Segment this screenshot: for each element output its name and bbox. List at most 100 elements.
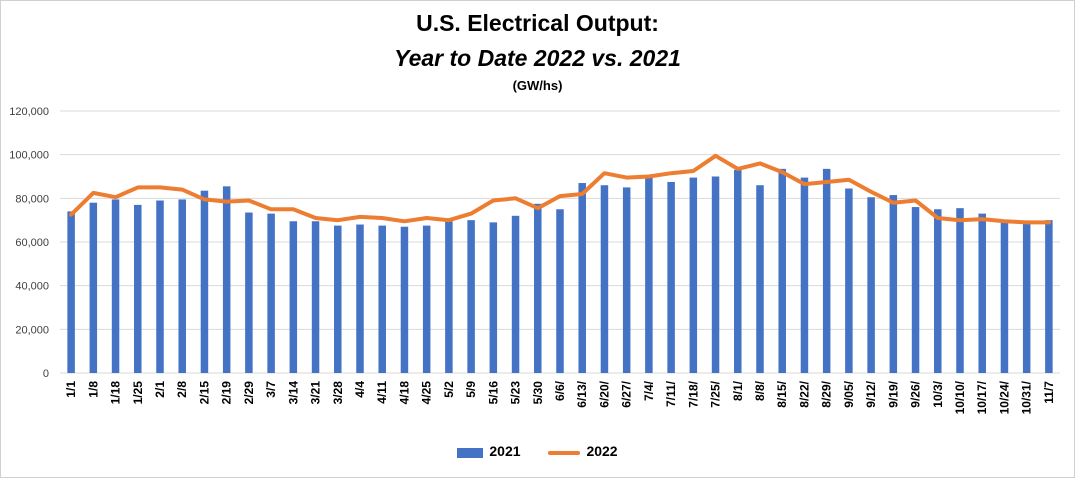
point-2022[interactable]: [714, 154, 718, 158]
point-2022[interactable]: [802, 182, 806, 186]
x-tick-label: 8/8/: [753, 380, 767, 401]
bar-2021[interactable]: [111, 199, 120, 373]
bar-2021[interactable]: [334, 225, 342, 373]
point-2022[interactable]: [558, 194, 562, 198]
x-tick-label: 5/23: [509, 381, 523, 405]
bar-2021[interactable]: [822, 168, 831, 373]
bar-2021[interactable]: [1000, 220, 1009, 373]
point-2022[interactable]: [269, 207, 273, 211]
point-2022[interactable]: [958, 218, 962, 222]
bar-2021[interactable]: [422, 225, 431, 373]
point-2022[interactable]: [425, 216, 429, 220]
legend-item-2021[interactable]: 2021: [457, 443, 521, 460]
point-2022[interactable]: [580, 192, 584, 196]
bar-2021[interactable]: [489, 222, 498, 373]
point-2022[interactable]: [380, 216, 384, 220]
bar-2021[interactable]: [445, 221, 453, 373]
bar-2021[interactable]: [711, 176, 720, 374]
bar-2021[interactable]: [578, 183, 586, 373]
legend-label-2021: 2021: [489, 443, 521, 460]
point-2022[interactable]: [758, 161, 762, 165]
bar-2021[interactable]: [467, 220, 475, 373]
bar-2021[interactable]: [889, 195, 898, 373]
bar-2021[interactable]: [311, 221, 320, 373]
point-2022[interactable]: [691, 169, 695, 173]
point-2022[interactable]: [469, 212, 473, 216]
bar-2021[interactable]: [511, 215, 520, 373]
x-tick-label: 4/4: [353, 381, 367, 398]
bar-2021[interactable]: [222, 186, 231, 373]
point-2022[interactable]: [91, 191, 95, 195]
bar-2021[interactable]: [956, 208, 964, 373]
bar-2021[interactable]: [267, 213, 275, 373]
point-2022[interactable]: [136, 185, 140, 189]
point-2022[interactable]: [825, 180, 829, 184]
bar-2021[interactable]: [178, 199, 186, 373]
point-2022[interactable]: [914, 199, 918, 203]
bar-2021[interactable]: [867, 197, 875, 373]
bar-2021[interactable]: [289, 221, 298, 373]
bar-2021[interactable]: [1045, 220, 1053, 373]
bar-2021[interactable]: [845, 188, 853, 373]
point-2022[interactable]: [69, 213, 73, 217]
bar-2021[interactable]: [800, 177, 809, 373]
bar-2021[interactable]: [911, 207, 920, 373]
bar-2021[interactable]: [400, 226, 409, 373]
bar-2021[interactable]: [134, 204, 142, 373]
point-2022[interactable]: [936, 216, 940, 220]
point-2022[interactable]: [869, 190, 873, 194]
bar-2021[interactable]: [645, 177, 653, 373]
bar-2021[interactable]: [356, 224, 364, 373]
bar-2021[interactable]: [734, 169, 742, 373]
bar-2021[interactable]: [156, 200, 164, 373]
bar-2021[interactable]: [245, 212, 253, 373]
bar-2021[interactable]: [978, 213, 986, 373]
legend-item-2022[interactable]: 2022: [548, 443, 618, 459]
x-tick-label: 10/31/: [1020, 380, 1034, 414]
point-2022[interactable]: [314, 216, 318, 220]
point-2022[interactable]: [202, 197, 206, 201]
point-2022[interactable]: [647, 175, 651, 178]
point-2022[interactable]: [402, 219, 406, 223]
point-2022[interactable]: [1047, 220, 1051, 224]
bar-2021[interactable]: [89, 202, 98, 373]
bar-2021[interactable]: [622, 187, 631, 373]
point-2022[interactable]: [1002, 219, 1006, 223]
point-2022[interactable]: [158, 185, 162, 189]
bar-2021[interactable]: [200, 190, 209, 373]
point-2022[interactable]: [447, 218, 451, 222]
point-2022[interactable]: [180, 188, 184, 192]
bar-2021[interactable]: [600, 185, 609, 373]
point-2022[interactable]: [625, 176, 629, 180]
point-2022[interactable]: [891, 201, 895, 205]
bar-2021[interactable]: [689, 177, 698, 373]
point-2022[interactable]: [736, 167, 740, 171]
point-2022[interactable]: [980, 217, 984, 221]
point-2022[interactable]: [358, 215, 362, 219]
x-tick-label: 6/6/: [553, 380, 567, 401]
bar-2021[interactable]: [1022, 222, 1031, 373]
point-2022[interactable]: [1025, 220, 1029, 224]
bar-2021[interactable]: [378, 225, 386, 373]
bar-2021[interactable]: [67, 211, 75, 373]
unit-label: (GW/hs): [512, 78, 563, 93]
point-2022[interactable]: [491, 199, 495, 203]
y-tick-label: 100,000: [9, 150, 49, 162]
point-2022[interactable]: [847, 178, 851, 182]
point-2022[interactable]: [291, 207, 295, 211]
point-2022[interactable]: [780, 170, 784, 174]
point-2022[interactable]: [669, 171, 673, 175]
bar-2021[interactable]: [667, 181, 675, 373]
point-2022[interactable]: [602, 171, 606, 175]
point-2022[interactable]: [225, 200, 229, 204]
point-2022[interactable]: [114, 195, 118, 199]
bar-2021[interactable]: [556, 209, 564, 373]
point-2022[interactable]: [514, 196, 518, 200]
bar-2021[interactable]: [934, 209, 942, 373]
point-2022[interactable]: [536, 206, 540, 210]
point-2022[interactable]: [336, 218, 340, 222]
bar-2021[interactable]: [534, 203, 542, 373]
point-2022[interactable]: [247, 199, 251, 203]
bar-2021[interactable]: [778, 168, 786, 373]
bar-2021[interactable]: [756, 185, 764, 373]
